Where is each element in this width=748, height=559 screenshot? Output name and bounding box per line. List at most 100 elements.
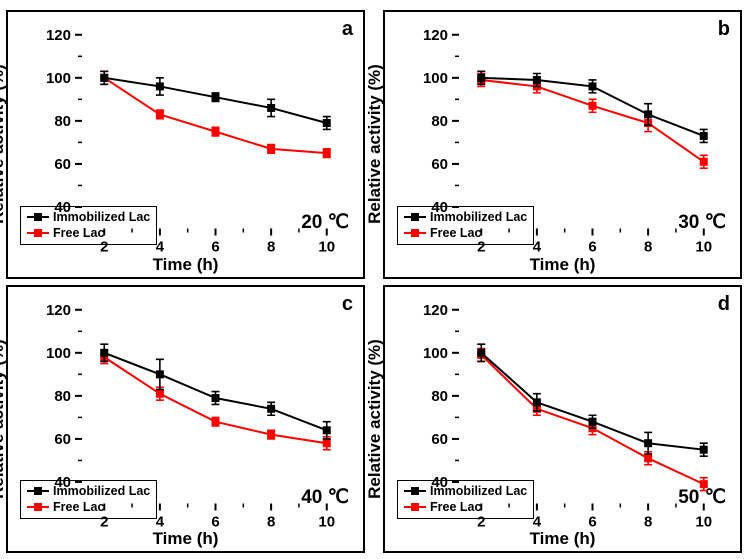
svg-text:60: 60 [54, 156, 71, 173]
svg-text:2: 2 [477, 239, 485, 256]
svg-text:120: 120 [46, 301, 71, 318]
y-axis-label: Relative activity (%) [0, 64, 8, 224]
svg-text:60: 60 [431, 430, 448, 447]
svg-text:100: 100 [423, 344, 448, 361]
plot-area: 246810406080100120 [459, 24, 726, 229]
y-axis-label: Relative activity (%) [0, 339, 8, 499]
svg-text:120: 120 [423, 301, 448, 318]
data-marker-free [700, 158, 708, 166]
svg-text:120: 120 [46, 27, 71, 44]
svg-text:10: 10 [318, 513, 335, 530]
svg-text:40: 40 [431, 473, 448, 490]
legend-swatch-icon [27, 211, 49, 223]
data-marker-free [212, 128, 220, 136]
svg-text:100: 100 [46, 70, 71, 87]
svg-text:4: 4 [156, 513, 165, 530]
data-marker-free [267, 145, 275, 153]
data-marker-free [589, 102, 597, 110]
svg-text:2: 2 [100, 513, 108, 530]
data-marker-free [156, 389, 164, 397]
data-marker-free [644, 454, 652, 462]
data-marker-free [323, 439, 331, 447]
data-marker-immobilized [156, 370, 164, 378]
legend-swatch-icon [404, 485, 426, 497]
x-axis-label: Time (h) [530, 529, 596, 549]
svg-text:60: 60 [431, 156, 448, 173]
svg-text:6: 6 [588, 513, 596, 530]
data-marker-immobilized [700, 132, 708, 140]
data-marker-immobilized [323, 119, 331, 127]
svg-text:6: 6 [211, 513, 219, 530]
chart-panel-d: Relative activity (%)Time (h)d50 ℃Immobi… [383, 285, 742, 554]
y-axis-label: Relative activity (%) [365, 339, 385, 499]
data-marker-immobilized [100, 74, 108, 82]
data-marker-immobilized [267, 104, 275, 112]
data-marker-immobilized [212, 394, 220, 402]
svg-text:40: 40 [431, 199, 448, 216]
y-axis-label: Relative activity (%) [365, 64, 385, 224]
data-marker-immobilized [644, 439, 652, 447]
svg-text:60: 60 [54, 430, 71, 447]
svg-text:80: 80 [431, 387, 448, 404]
svg-text:4: 4 [533, 513, 542, 530]
svg-text:8: 8 [267, 239, 275, 256]
chart-panel-b: Relative activity (%)Time (h)b30 ℃Immobi… [383, 10, 742, 279]
legend-swatch-icon [404, 211, 426, 223]
svg-text:40: 40 [54, 473, 71, 490]
svg-text:10: 10 [318, 239, 335, 256]
svg-text:8: 8 [267, 513, 275, 530]
svg-text:2: 2 [477, 513, 485, 530]
svg-text:8: 8 [644, 513, 652, 530]
legend-swatch-icon [404, 227, 426, 239]
svg-text:8: 8 [644, 239, 652, 256]
data-marker-immobilized [700, 445, 708, 453]
svg-text:4: 4 [156, 239, 165, 256]
legend-swatch-icon [27, 501, 49, 513]
svg-text:2: 2 [100, 239, 108, 256]
chart-svg: 246810406080100120 [82, 24, 349, 229]
data-marker-free [323, 149, 331, 157]
data-marker-immobilized [644, 110, 652, 118]
svg-text:80: 80 [54, 387, 71, 404]
data-marker-immobilized [212, 93, 220, 101]
legend-swatch-icon [27, 227, 49, 239]
svg-text:80: 80 [431, 113, 448, 130]
data-marker-immobilized [323, 426, 331, 434]
data-marker-immobilized [589, 82, 597, 90]
svg-text:120: 120 [423, 27, 448, 44]
data-marker-immobilized [533, 398, 541, 406]
data-marker-immobilized [477, 348, 485, 356]
plot-area: 246810406080100120 [82, 299, 349, 504]
svg-text:10: 10 [695, 239, 712, 256]
x-axis-label: Time (h) [153, 529, 219, 549]
chart-panel-c: Relative activity (%)Time (h)c40 ℃Immobi… [6, 285, 365, 554]
x-axis-label: Time (h) [153, 255, 219, 275]
svg-text:4: 4 [533, 239, 542, 256]
data-marker-immobilized [589, 417, 597, 425]
data-marker-immobilized [477, 74, 485, 82]
svg-text:80: 80 [54, 113, 71, 130]
chart-svg: 246810406080100120 [459, 24, 726, 229]
chart-svg: 246810406080100120 [459, 299, 726, 504]
svg-text:6: 6 [211, 239, 219, 256]
chart-panel-a: Relative activity (%)Time (h)a20 ℃Immobi… [6, 10, 365, 279]
data-marker-free [156, 110, 164, 118]
data-marker-immobilized [156, 82, 164, 90]
plot-area: 246810406080100120 [82, 24, 349, 229]
legend-swatch-icon [404, 501, 426, 513]
x-axis-label: Time (h) [530, 255, 596, 275]
series-line-free [104, 78, 327, 153]
legend-swatch-icon [27, 485, 49, 497]
svg-text:100: 100 [423, 70, 448, 87]
plot-area: 246810406080100120 [459, 299, 726, 504]
svg-text:40: 40 [54, 199, 71, 216]
data-marker-free [212, 417, 220, 425]
svg-text:6: 6 [588, 239, 596, 256]
data-marker-immobilized [533, 76, 541, 84]
data-marker-free [700, 480, 708, 488]
data-marker-immobilized [267, 404, 275, 412]
data-marker-free [267, 430, 275, 438]
svg-text:10: 10 [695, 513, 712, 530]
chart-svg: 246810406080100120 [82, 299, 349, 504]
data-marker-immobilized [100, 348, 108, 356]
